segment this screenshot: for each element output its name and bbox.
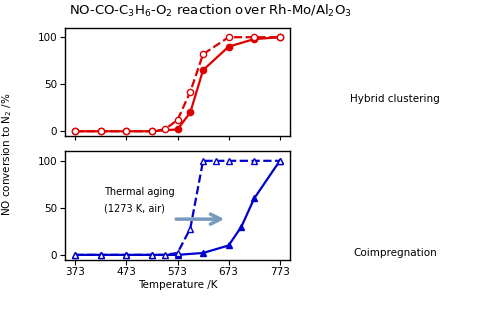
Text: Coimpregnation: Coimpregnation (353, 248, 437, 258)
X-axis label: Temperature /K: Temperature /K (138, 280, 218, 290)
Text: Thermal aging: Thermal aging (104, 187, 175, 197)
Text: Hybrid clustering: Hybrid clustering (350, 94, 440, 104)
Text: NO conversion to N$_2$ /%: NO conversion to N$_2$ /% (0, 93, 14, 216)
Text: NO-CO-C$_3$H$_6$-O$_2$ reaction over Rh-Mo/Al$_2$O$_3$: NO-CO-C$_3$H$_6$-O$_2$ reaction over Rh-… (68, 3, 352, 19)
Text: (1273 K, air): (1273 K, air) (104, 203, 165, 213)
